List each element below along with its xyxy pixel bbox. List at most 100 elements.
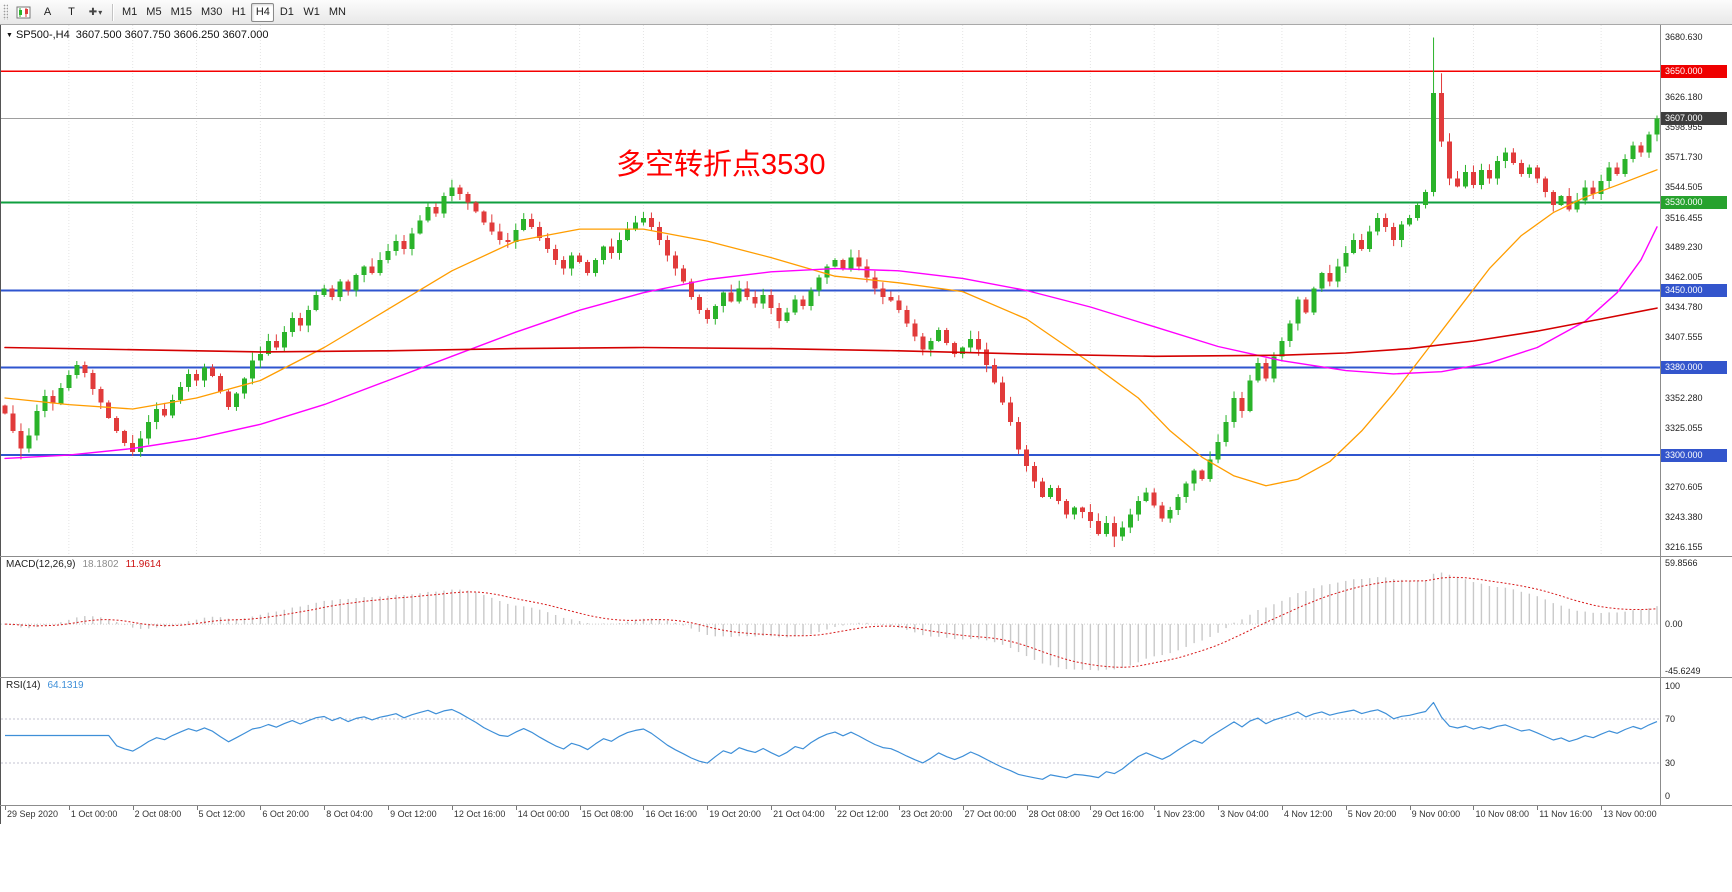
time-axis-label: 6 Oct 20:00 — [262, 809, 309, 819]
candle — [138, 431, 144, 457]
candle — [66, 370, 72, 391]
time-axis-tick — [834, 806, 836, 810]
timeframe-button-w1[interactable]: W1 — [299, 3, 324, 22]
candle — [257, 346, 263, 368]
candle — [130, 434, 136, 456]
candle — [928, 337, 934, 357]
timeframe-button-h1[interactable]: H1 — [227, 3, 250, 22]
candle — [569, 252, 575, 276]
candle — [1638, 142, 1644, 157]
candle — [241, 377, 247, 399]
macd-canvas[interactable] — [1, 557, 1661, 677]
rsi-name: RSI(14) — [6, 680, 41, 691]
timeframe-button-d1[interactable]: D1 — [275, 3, 298, 22]
time-axis-label: 3 Nov 04:00 — [1220, 809, 1269, 819]
time-axis-label: 10 Nov 08:00 — [1475, 809, 1529, 819]
candle — [58, 383, 64, 406]
candle — [880, 282, 886, 305]
crosshair-icon: ✚ — [88, 6, 98, 18]
candle — [209, 364, 215, 378]
time-axis-label: 15 Oct 08:00 — [581, 809, 634, 819]
text-tool-button[interactable]: T — [60, 3, 83, 22]
panel-separator[interactable] — [0, 677, 1732, 678]
moving-average-ma-medium[interactable] — [4, 226, 1658, 460]
price-axis-tick: 3516.455 — [1665, 212, 1703, 223]
price-level-label: 3300.000 — [1661, 448, 1727, 462]
time-axis-label: 27 Oct 00:00 — [964, 809, 1017, 819]
candle — [1103, 516, 1109, 537]
chart-annotation-text[interactable]: 多空转折点3530 — [616, 149, 826, 181]
candle — [992, 358, 998, 385]
rsi-axis[interactable]: 100 70 30 0 — [1661, 678, 1732, 805]
rsi-panel: RSI(14) 64.1319 — [0, 678, 1661, 805]
timeframe-button-m15[interactable]: M15 — [167, 3, 196, 22]
candle — [1439, 73, 1445, 147]
candle — [864, 259, 870, 283]
candle — [529, 213, 535, 229]
time-axis-tick — [4, 806, 6, 810]
time-axis[interactable]: 29 Sep 2020 1 Oct 00:00 2 Oct 08:00 5 Oct 1… — [0, 806, 1660, 824]
toolbar-grip[interactable] — [3, 4, 8, 20]
time-axis-label: 1 Oct 00:00 — [70, 809, 118, 819]
rsi-value: 64.1319 — [47, 680, 84, 691]
candle — [1470, 165, 1476, 189]
time-axis-label: 23 Oct 20:00 — [900, 809, 953, 819]
timeframe-button-m30[interactable]: M30 — [197, 3, 226, 22]
timeframe-button-m1[interactable]: M1 — [118, 3, 141, 22]
candle — [1295, 296, 1301, 331]
price-axis-tick: 3325.055 — [1665, 422, 1703, 433]
arrow-tool-button[interactable]: A — [36, 3, 59, 22]
moving-average-ma-slow[interactable] — [4, 307, 1658, 358]
candle — [1183, 481, 1189, 503]
crosshair-tool-button[interactable]: ✚ ▾ — [84, 3, 107, 22]
time-axis-tick — [1218, 806, 1220, 810]
candle — [712, 304, 718, 325]
candle — [1095, 513, 1101, 536]
candle — [42, 389, 48, 418]
candle — [800, 295, 806, 310]
chart-type-button[interactable] — [12, 3, 35, 22]
candle — [1024, 444, 1030, 472]
candle — [281, 326, 287, 352]
candle — [768, 289, 774, 315]
candle — [1375, 213, 1381, 236]
price-axis[interactable]: 3680.630 3626.180 3598.955 3571.730 3544.505… — [1661, 25, 1732, 556]
candle — [792, 295, 798, 316]
time-axis-label: 9 Nov 00:00 — [1411, 809, 1461, 819]
candle — [984, 342, 990, 373]
price-axis-tick: 3270.605 — [1665, 482, 1703, 493]
rsi-axis-tick: 30 — [1665, 758, 1676, 768]
rsi-canvas[interactable] — [1, 678, 1661, 805]
panel-separator[interactable] — [0, 556, 1732, 557]
price-chart-canvas[interactable] — [1, 25, 1661, 556]
collapse-triangle-icon[interactable]: ▼ — [6, 32, 13, 39]
symbol-timeframe-label: SP500-,H4 — [15, 29, 70, 41]
candle — [1039, 477, 1045, 498]
candle — [1654, 115, 1660, 142]
candle — [385, 243, 391, 264]
moving-average-ma-fast[interactable] — [4, 169, 1658, 487]
time-axis-tick — [515, 806, 517, 810]
rsi-axis-tick: 100 — [1665, 681, 1681, 691]
candle — [1550, 190, 1556, 212]
timeframe-button-m5[interactable]: M5 — [142, 3, 165, 22]
candle — [1423, 189, 1429, 209]
panel-separator[interactable] — [0, 805, 1732, 806]
time-axis-label: 2 Oct 08:00 — [134, 809, 182, 819]
candle — [1462, 164, 1468, 189]
candle — [369, 258, 375, 275]
time-axis-label: 1 Nov 23:00 — [1156, 809, 1205, 819]
timeframe-button-mn[interactable]: MN — [325, 3, 350, 22]
candle — [888, 291, 894, 302]
candle — [1518, 159, 1524, 177]
candle — [1215, 434, 1221, 464]
timeframe-button-h4[interactable]: H4 — [251, 2, 275, 22]
macd-axis[interactable]: 59.8566 0.00 -45.6249 — [1661, 557, 1732, 677]
candle — [233, 392, 239, 411]
candle — [1542, 176, 1548, 198]
price-axis-tick: 3571.730 — [1665, 151, 1703, 162]
toolbar-separator — [112, 3, 113, 21]
macd-axis-tick: 0.00 — [1665, 619, 1683, 630]
candle — [1167, 506, 1173, 523]
price-axis-tick: 3462.005 — [1665, 272, 1703, 283]
